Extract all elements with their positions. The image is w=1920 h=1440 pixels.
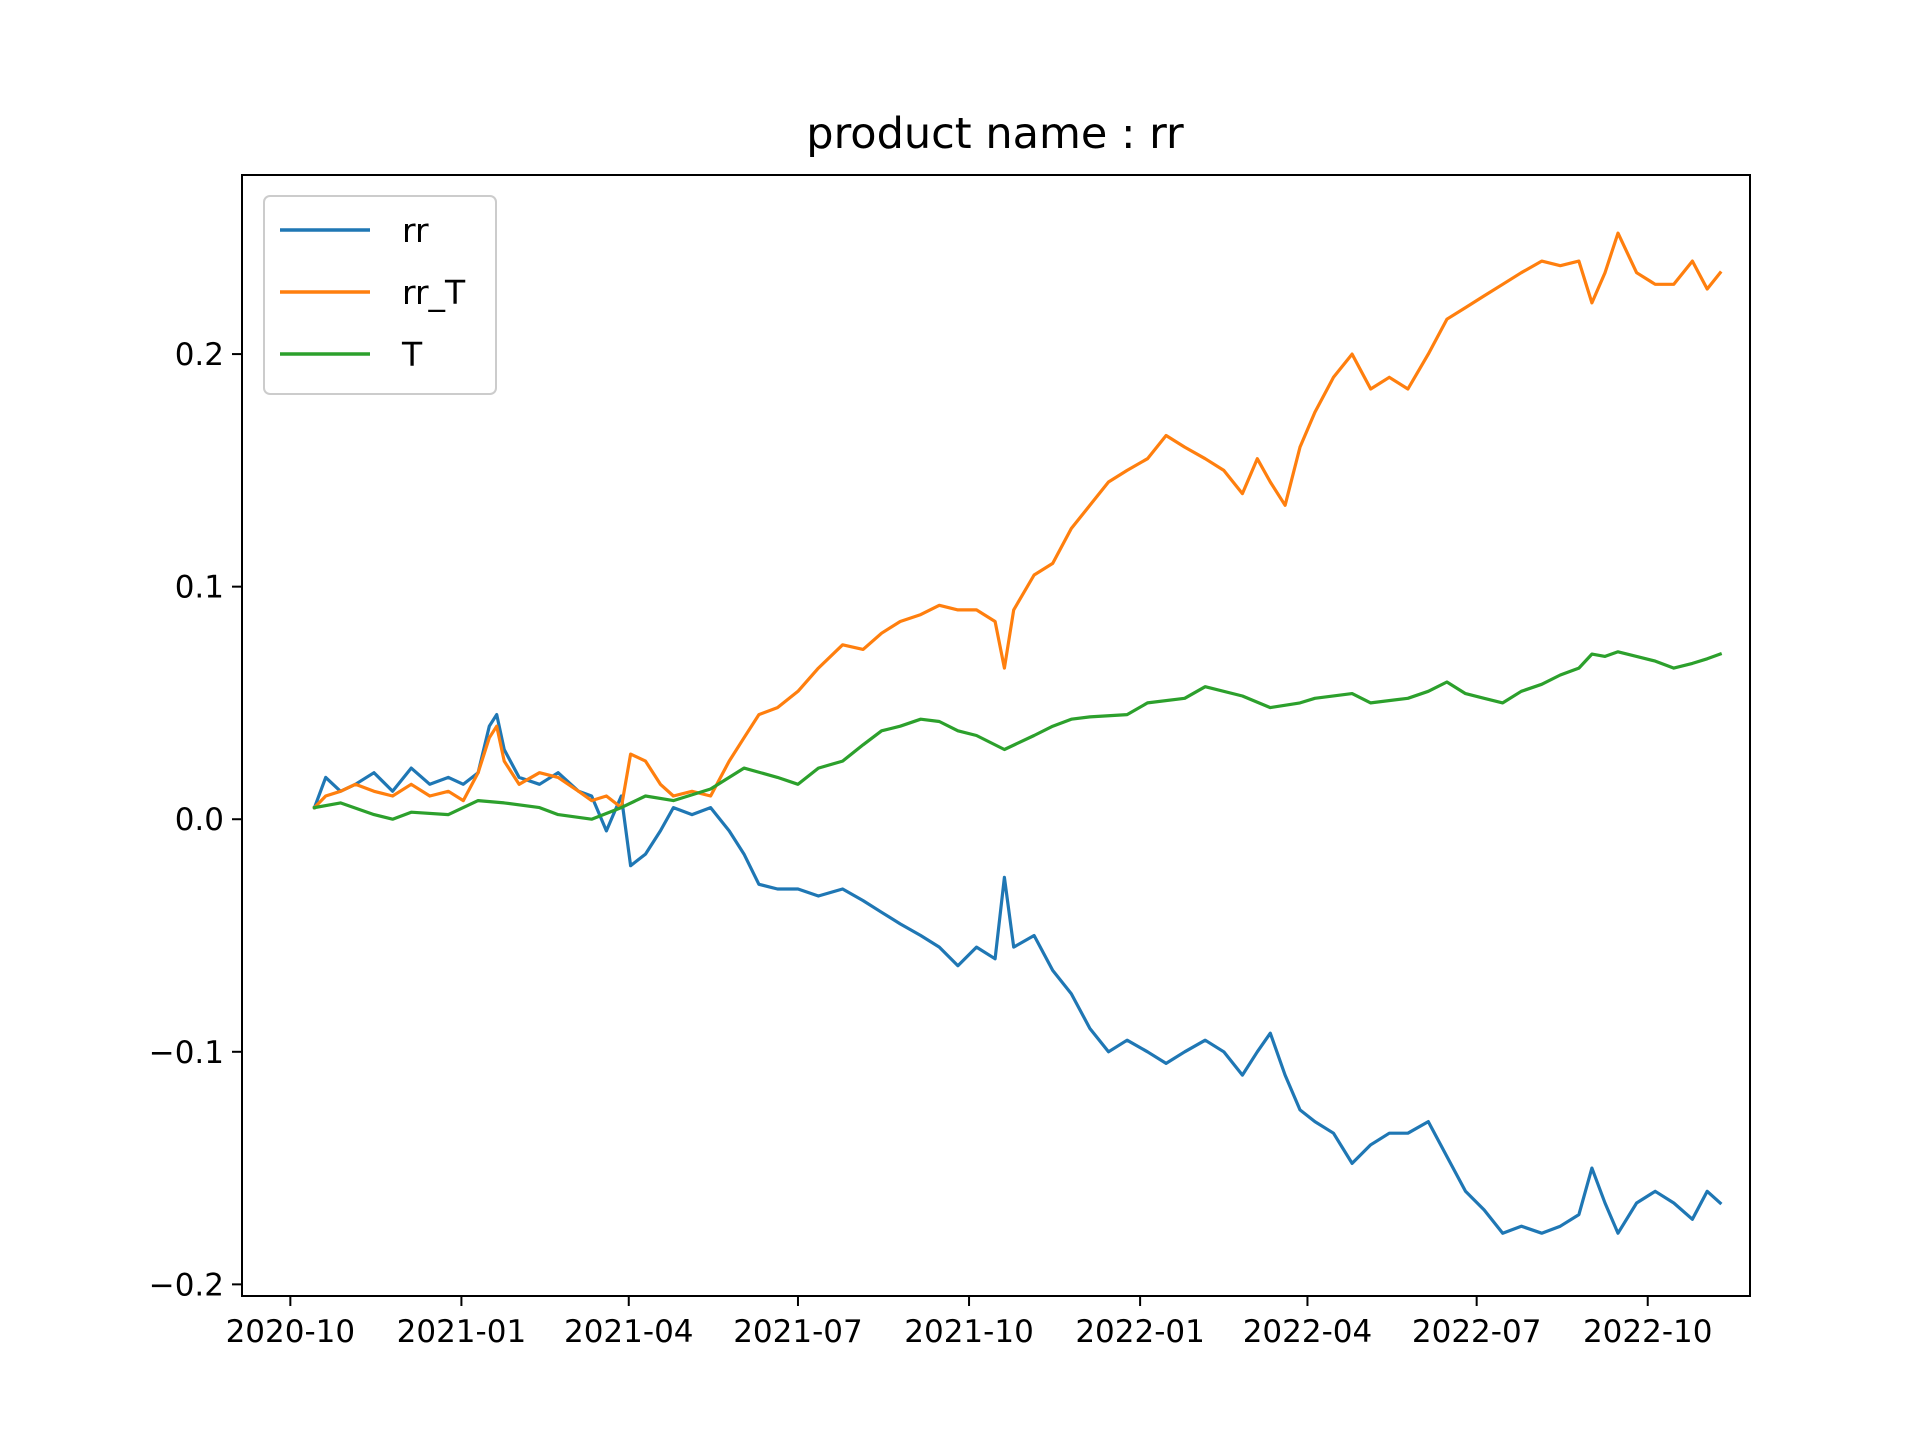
- legend-label-t: T: [401, 335, 423, 374]
- y-tick-label-2: 0.0: [175, 802, 224, 838]
- legend-label-rr: rr: [402, 211, 429, 250]
- x-axis: 2020-10 2021-01 2021-04 2021-07 2021-10 2022-…: [226, 1296, 1713, 1350]
- x-tick-label-3: 2021-07: [733, 1314, 863, 1350]
- series-line-rr: [312, 712, 1723, 1235]
- y-tick-label-0: −0.2: [149, 1267, 224, 1303]
- legend: rr rr_T T: [263, 195, 497, 395]
- plot-frame: [241, 174, 1751, 1297]
- x-tick-label-0: 2020-10: [226, 1314, 356, 1350]
- series-line-rr-t: [312, 231, 1723, 810]
- y-axis: −0.2 −0.1 0.0 0.1 0.2: [149, 337, 242, 1303]
- chart-title: product name : rr: [806, 109, 1184, 159]
- series-layer: [312, 231, 1723, 1235]
- x-tick-label-5: 2022-01: [1075, 1314, 1205, 1350]
- x-tick-label-7: 2022-07: [1412, 1314, 1542, 1350]
- x-tick-label-8: 2022-10: [1583, 1314, 1713, 1350]
- y-tick-label-3: 0.1: [175, 570, 224, 606]
- series-line-t: [312, 650, 1723, 821]
- y-tick-label-1: −0.1: [149, 1035, 224, 1071]
- x-tick-label-6: 2022-04: [1243, 1314, 1373, 1350]
- x-tick-label-4: 2021-10: [904, 1314, 1034, 1350]
- y-tick-label-4: 0.2: [175, 337, 224, 373]
- legend-label-rr-t: rr_T: [402, 273, 466, 312]
- x-tick-label-1: 2021-01: [397, 1314, 527, 1350]
- legend-box: [263, 195, 497, 395]
- x-tick-label-2: 2021-04: [564, 1314, 694, 1350]
